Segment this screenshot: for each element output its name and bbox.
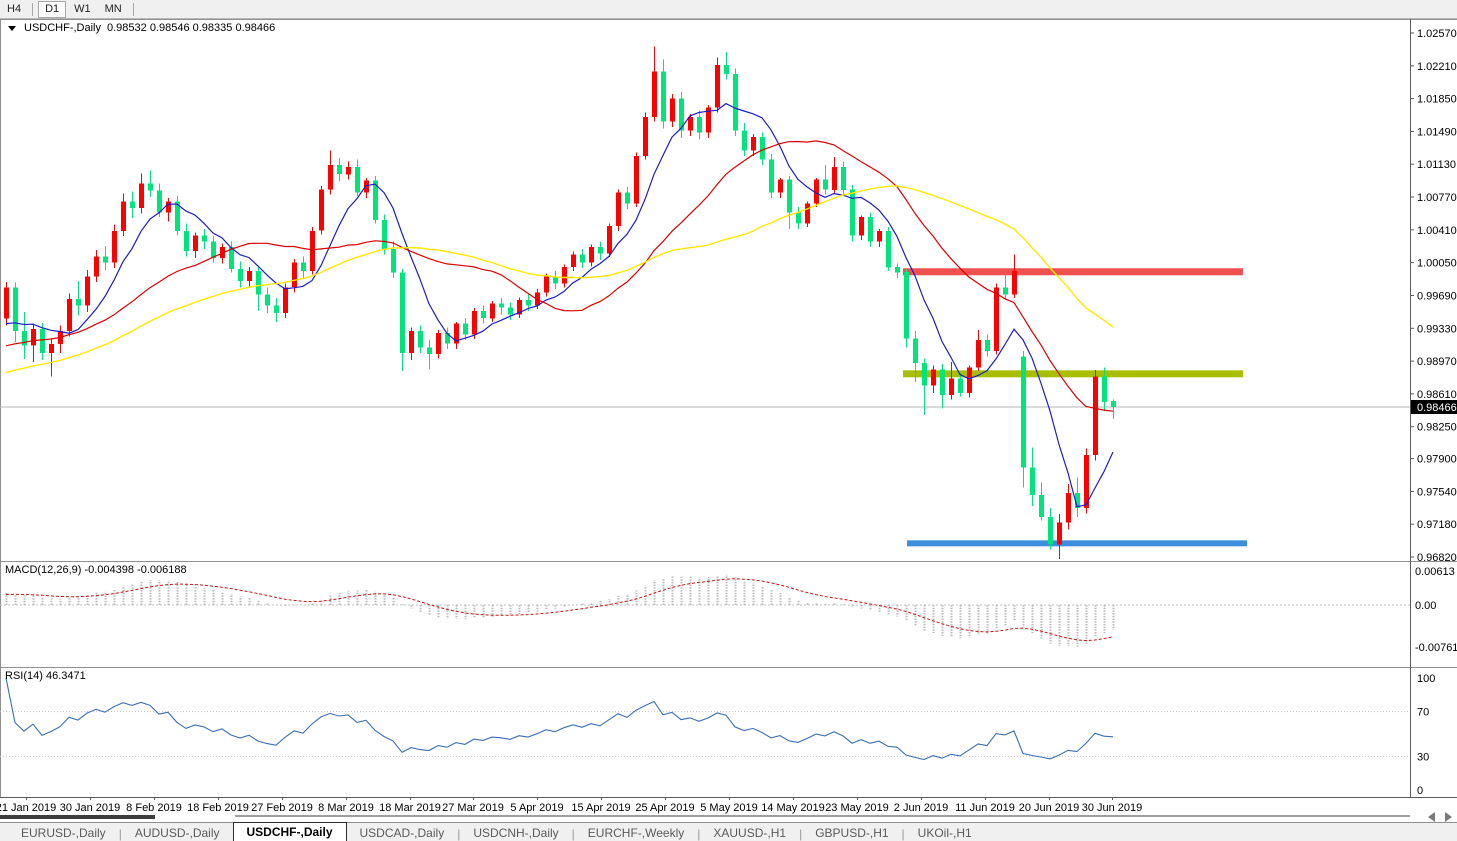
svg-text:18 Feb 2019: 18 Feb 2019 bbox=[187, 802, 249, 814]
macd-indicator-label: MACD(12,26,9) -0.004398 -0.006188 bbox=[5, 564, 187, 576]
macd-axis-label: 0.00613 bbox=[1415, 566, 1455, 578]
chart-tab-ukoil[interactable]: UKOil-,H1 bbox=[917, 826, 972, 840]
svg-text:11 Jun 2019: 11 Jun 2019 bbox=[955, 802, 1015, 814]
svg-text:27 Mar 2019: 27 Mar 2019 bbox=[442, 802, 504, 814]
svg-text:0.99330: 0.99330 bbox=[1417, 323, 1457, 335]
svg-text:8 Mar 2019: 8 Mar 2019 bbox=[318, 802, 374, 814]
current-price-tag bbox=[1411, 399, 1457, 414]
timeframe-button-h4[interactable]: H4 bbox=[7, 2, 22, 15]
tab-divider: | bbox=[697, 827, 701, 841]
chart-tab-usdchf[interactable]: USDCHF-,Daily bbox=[232, 822, 347, 841]
tab-divider: | bbox=[901, 827, 905, 841]
svg-text:1.01490: 1.01490 bbox=[1417, 126, 1457, 138]
svg-text:0.97900: 0.97900 bbox=[1417, 454, 1457, 466]
candles-layer bbox=[4, 46, 1116, 559]
moving-average-mid bbox=[5, 140, 1114, 412]
chart-ohlc-values: 0.98532 0.98546 0.98335 0.98466 bbox=[107, 22, 276, 34]
tab-divider: | bbox=[457, 827, 461, 841]
chart-tab-xauusd[interactable]: XAUUSD-,H1 bbox=[713, 826, 787, 840]
svg-text:14 May 2019: 14 May 2019 bbox=[761, 802, 825, 814]
rsi-axis-label: 0 bbox=[1417, 785, 1423, 797]
svg-text:0.98250: 0.98250 bbox=[1417, 422, 1457, 434]
svg-text:0.99690: 0.99690 bbox=[1417, 291, 1457, 303]
macd-signal-line bbox=[5, 578, 1114, 642]
tab-divider: | bbox=[571, 827, 575, 841]
price-axis: 1.02570 1.02210 1.01850 1.01490 1.01130 1.007… bbox=[1410, 28, 1457, 564]
price-chart-canvas[interactable]: 1.02570 1.02210 1.01850 1.01490 1.01130 1.007… bbox=[0, 19, 1457, 822]
svg-text:1.00050: 1.00050 bbox=[1417, 258, 1457, 270]
svg-text:30 Jan 2019: 30 Jan 2019 bbox=[60, 802, 121, 814]
svg-text:1.02570: 1.02570 bbox=[1417, 28, 1457, 40]
rsi-line bbox=[5, 677, 1114, 761]
svg-text:27 Feb 2019: 27 Feb 2019 bbox=[251, 802, 313, 814]
svg-text:30 Jun 2019: 30 Jun 2019 bbox=[1082, 802, 1143, 814]
chart-title: USDCHF-,Daily 0.98532 0.98546 0.98335 0.… bbox=[8, 22, 275, 34]
rsi-indicator-label: RSI(14) 46.3471 bbox=[5, 670, 86, 682]
svg-text:8 Feb 2019: 8 Feb 2019 bbox=[126, 802, 182, 814]
timeframe-toolbar: H4 D1 W1 MN bbox=[0, 0, 1457, 19]
svg-text:15 Apr 2019: 15 Apr 2019 bbox=[571, 802, 630, 814]
svg-text:0.98970: 0.98970 bbox=[1417, 356, 1457, 368]
tab-divider: | bbox=[118, 827, 122, 841]
svg-text:0.96820: 0.96820 bbox=[1417, 552, 1457, 564]
moving-average-slow bbox=[5, 185, 1114, 374]
chart-tab-audusd[interactable]: AUDUSD-,Daily bbox=[134, 826, 220, 840]
svg-text:1.00770: 1.00770 bbox=[1417, 192, 1457, 204]
resistance-line-red[interactable] bbox=[903, 268, 1243, 276]
svg-text:1.01850: 1.01850 bbox=[1417, 94, 1457, 106]
support-line-olive[interactable] bbox=[903, 370, 1243, 378]
svg-text:5 Apr 2019: 5 Apr 2019 bbox=[510, 802, 563, 814]
rsi-axis-label: 70 bbox=[1417, 707, 1429, 719]
svg-text:1.01130: 1.01130 bbox=[1417, 159, 1456, 171]
chart-symbol-label: USDCHF-,Daily bbox=[24, 22, 101, 34]
svg-text:21 Jan 2019: 21 Jan 2019 bbox=[0, 802, 56, 814]
svg-text:23 May 2019: 23 May 2019 bbox=[825, 802, 889, 814]
chart-tab-eurchf[interactable]: EURCHF-,Weekly bbox=[587, 826, 685, 840]
scroll-left-icon[interactable] bbox=[1428, 812, 1435, 822]
timeframe-button-mn[interactable]: MN bbox=[104, 2, 122, 15]
chart-tab-bar: EURUSD-,Daily | AUDUSD-,Daily USDCHF-,Daily… bbox=[0, 822, 1457, 841]
chart-tab-eurusd[interactable]: EURUSD-,Daily bbox=[21, 826, 106, 840]
svg-text:1.02210: 1.02210 bbox=[1417, 61, 1457, 73]
chart-window: 1.02570 1.02210 1.01850 1.01490 1.01130 1.007… bbox=[0, 19, 1457, 822]
scroll-right-icon[interactable] bbox=[1445, 812, 1452, 822]
svg-text:1.00410: 1.00410 bbox=[1417, 225, 1457, 237]
toolbar-separator bbox=[132, 2, 134, 16]
macd-axis-label: 0.00 bbox=[1415, 600, 1436, 612]
chart-dropdown-arrow-icon[interactable] bbox=[8, 25, 16, 31]
rsi-axis-label: 100 bbox=[1417, 673, 1435, 685]
time-axis: 21 Jan 2019 30 Jan 2019 8 Feb 2019 18 Feb 2… bbox=[0, 797, 1142, 814]
rsi-axis-label: 30 bbox=[1417, 751, 1429, 763]
svg-text:0.97180: 0.97180 bbox=[1417, 519, 1457, 531]
timeframe-button-d1[interactable]: D1 bbox=[38, 0, 67, 18]
macd-axis-label: -0.00761 bbox=[1415, 642, 1457, 654]
svg-text:20 Jun 2019: 20 Jun 2019 bbox=[1019, 802, 1080, 814]
svg-text:0.97540: 0.97540 bbox=[1417, 486, 1457, 498]
chart-tab-gbpusd[interactable]: GBPUSD-,H1 bbox=[815, 826, 889, 840]
moving-average-fast bbox=[5, 102, 1114, 508]
support-line-blue[interactable] bbox=[907, 540, 1247, 547]
toolbar-separator bbox=[32, 2, 34, 16]
svg-text:0.98610: 0.98610 bbox=[1417, 389, 1457, 401]
tab-divider: | bbox=[799, 827, 803, 841]
chart-background bbox=[0, 19, 1457, 822]
scrollbar-thumb[interactable] bbox=[0, 815, 155, 819]
current-price-value: 0.98466 bbox=[1417, 402, 1457, 414]
timeframe-button-w1[interactable]: W1 bbox=[74, 2, 91, 15]
chart-tab-usdcnh[interactable]: USDCNH-,Daily bbox=[473, 826, 559, 840]
svg-text:5 May 2019: 5 May 2019 bbox=[700, 802, 757, 814]
svg-text:18 Mar 2019: 18 Mar 2019 bbox=[379, 802, 441, 814]
chart-tab-usdcad[interactable]: USDCAD-,Daily bbox=[359, 826, 445, 840]
svg-text:25 Apr 2019: 25 Apr 2019 bbox=[635, 802, 694, 814]
svg-text:2 Jun 2019: 2 Jun 2019 bbox=[894, 802, 948, 814]
